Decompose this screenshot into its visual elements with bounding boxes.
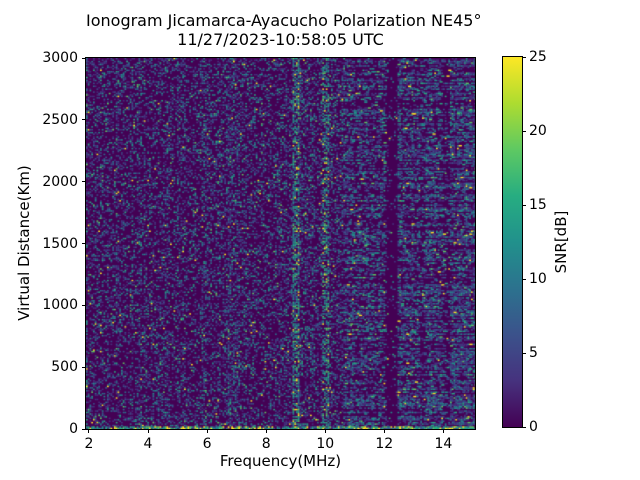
- colorbar-tick-mark: [522, 56, 526, 58]
- y-tick-mark: [82, 428, 86, 430]
- plot-title-block: Ionogram Jicamarca-Ayacucho Polarization…: [86, 11, 482, 49]
- x-tick-label: 10: [316, 436, 335, 452]
- x-tick-label: 4: [143, 436, 153, 452]
- heatmap-canvas: [86, 58, 475, 429]
- y-tick-label: 3000: [42, 50, 78, 66]
- colorbar-tick-mark: [522, 278, 526, 280]
- y-tick-label: 2000: [42, 173, 78, 190]
- colorbar-tick-label: 5: [529, 345, 538, 361]
- colorbar-tick-mark: [522, 426, 526, 428]
- x-tick-label: 6: [202, 436, 212, 452]
- colorbar-tick-mark: [522, 130, 526, 132]
- x-tick-mark: [324, 429, 326, 433]
- colorbar-tick-label: 20: [529, 123, 547, 139]
- x-tick-label: 14: [434, 436, 453, 452]
- colorbar-tick-label: 0: [529, 419, 538, 435]
- x-tick-mark: [206, 429, 208, 433]
- y-tick-label: 1500: [42, 235, 78, 252]
- x-tick-mark: [147, 429, 149, 433]
- x-tick-mark: [442, 429, 444, 433]
- y-tick-label: 1000: [42, 297, 78, 314]
- x-tick-mark: [88, 429, 90, 433]
- colorbar-tick-mark: [522, 204, 526, 206]
- x-tick-mark: [265, 429, 267, 433]
- plot-title: Ionogram Jicamarca-Ayacucho Polarization…: [86, 11, 482, 30]
- colorbar-label: SNR[dB]: [552, 210, 570, 274]
- y-tick-mark: [82, 243, 86, 244]
- x-axis-label: Frequency(MHz): [219, 452, 342, 470]
- colorbar-tick-label: 25: [529, 49, 547, 65]
- plot-subtitle: 11/27/2023-10:58:05 UTC: [177, 30, 384, 49]
- x-tick-label: 2: [84, 436, 94, 452]
- colorbar-tick-label: 10: [529, 271, 547, 287]
- plot-area: [85, 57, 476, 430]
- x-tick-mark: [383, 429, 385, 433]
- x-tick-label: 12: [375, 436, 394, 452]
- y-tick-mark: [82, 181, 86, 183]
- y-tick-mark: [82, 119, 86, 121]
- y-tick-mark: [82, 304, 86, 306]
- y-tick-mark: [82, 57, 86, 59]
- colorbar-tick-label: 15: [529, 197, 547, 213]
- x-tick-label: 8: [261, 436, 271, 452]
- colorbar-tick-mark: [522, 352, 526, 354]
- y-tick-mark: [82, 366, 86, 368]
- y-tick-label: 0: [69, 421, 78, 437]
- y-tick-label: 500: [51, 359, 78, 376]
- colorbar: [502, 56, 523, 428]
- y-tick-label: 2500: [42, 111, 78, 128]
